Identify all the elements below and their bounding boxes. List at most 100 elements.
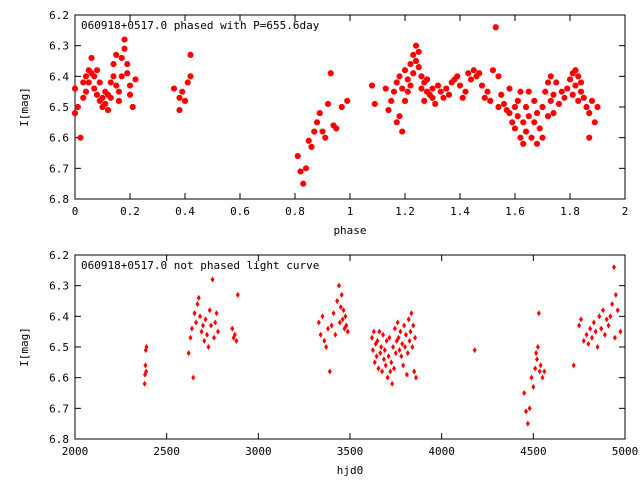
y-axis-label: I[mag] [18,327,31,367]
data-point [113,82,120,89]
data-point [94,91,100,98]
x-tick-label: 2 [622,205,629,218]
data-point [581,337,586,344]
data-point [380,368,385,375]
data-point [495,104,502,110]
data-point [514,97,521,104]
data-point [610,301,615,308]
data-point [83,73,89,80]
data-point [512,125,518,132]
data-point [377,328,382,335]
data-point [187,73,194,80]
data-point [415,64,422,71]
data-point [413,58,419,64]
data-point [402,322,407,329]
data-point [213,319,218,326]
data-point [567,76,573,83]
data-point [337,319,342,326]
data-point [99,94,106,101]
x-axis-label: phase [333,224,366,237]
data-point [586,340,591,347]
data-point [333,331,338,338]
y-axis-label: I[mag] [18,87,31,127]
data-point [396,113,403,120]
data-point [91,85,98,92]
data-point [385,374,390,381]
data-point [517,88,524,95]
data-point [462,88,469,95]
data-point [207,307,212,314]
data-point [96,79,103,86]
data-point [171,85,177,92]
data-point [588,325,593,332]
data-point [476,70,483,77]
chart-title: 060918+0517.0 phased with P=655.6day [81,19,320,32]
data-point [539,104,546,110]
data-point [322,134,329,141]
data-point [413,42,419,49]
data-point [189,325,194,332]
data-point [539,134,546,141]
data-point [591,119,598,126]
data-point [88,54,95,61]
data-point [74,104,81,110]
data-point [443,85,450,92]
chart-2: 2000 2500 3000 3500 4000 4500 5000 6.2 6.3 6.4 6.5… [18,249,638,477]
data-point [418,85,425,92]
x-tick-label: 0.4 [175,205,195,218]
data-point [344,97,351,104]
data-point [404,76,411,83]
data-point [379,344,384,350]
data-point [558,88,565,95]
data-point [322,337,327,344]
data-point [113,51,120,58]
data-point [586,134,593,141]
data-point [216,328,220,335]
data-point [545,79,551,86]
data-point [91,73,98,80]
data-point [206,344,211,350]
data-point [305,137,312,144]
data-point [318,331,323,338]
data-point [601,307,605,314]
data-point [615,307,620,314]
data-point [618,328,623,335]
data-point [531,97,538,104]
data-point [470,67,477,74]
data-point [176,94,183,101]
data-point [143,362,148,369]
data-point [520,140,527,147]
data-point [72,110,78,117]
data-point [524,408,528,415]
data-point [391,344,396,350]
data-point [584,331,589,338]
data-point [575,97,582,104]
y-tick-label: 6.2 [49,9,69,22]
y-tick-label: 6.5 [49,101,69,114]
data-point [612,334,617,341]
data-point [599,325,604,332]
plot-frame [74,254,626,440]
data-point [118,73,125,80]
data-point [326,325,330,332]
data-point [333,125,340,132]
data-point [396,73,403,80]
data-point [343,313,348,320]
data-point [344,322,349,329]
data-point [435,82,441,89]
x-tick-label: 1 [347,205,354,218]
data-point [378,350,383,357]
data-point [205,331,209,338]
data-point [613,291,618,298]
data-point [538,362,543,369]
data-point [402,67,408,74]
data-point [520,119,527,126]
data-point [594,104,601,110]
data-point [325,100,331,107]
data-point [297,168,304,175]
data-point [446,91,452,98]
y-tick-label: 6.4 [49,70,69,83]
data-point [437,88,444,95]
data-point [534,110,540,117]
data-point [533,365,538,372]
